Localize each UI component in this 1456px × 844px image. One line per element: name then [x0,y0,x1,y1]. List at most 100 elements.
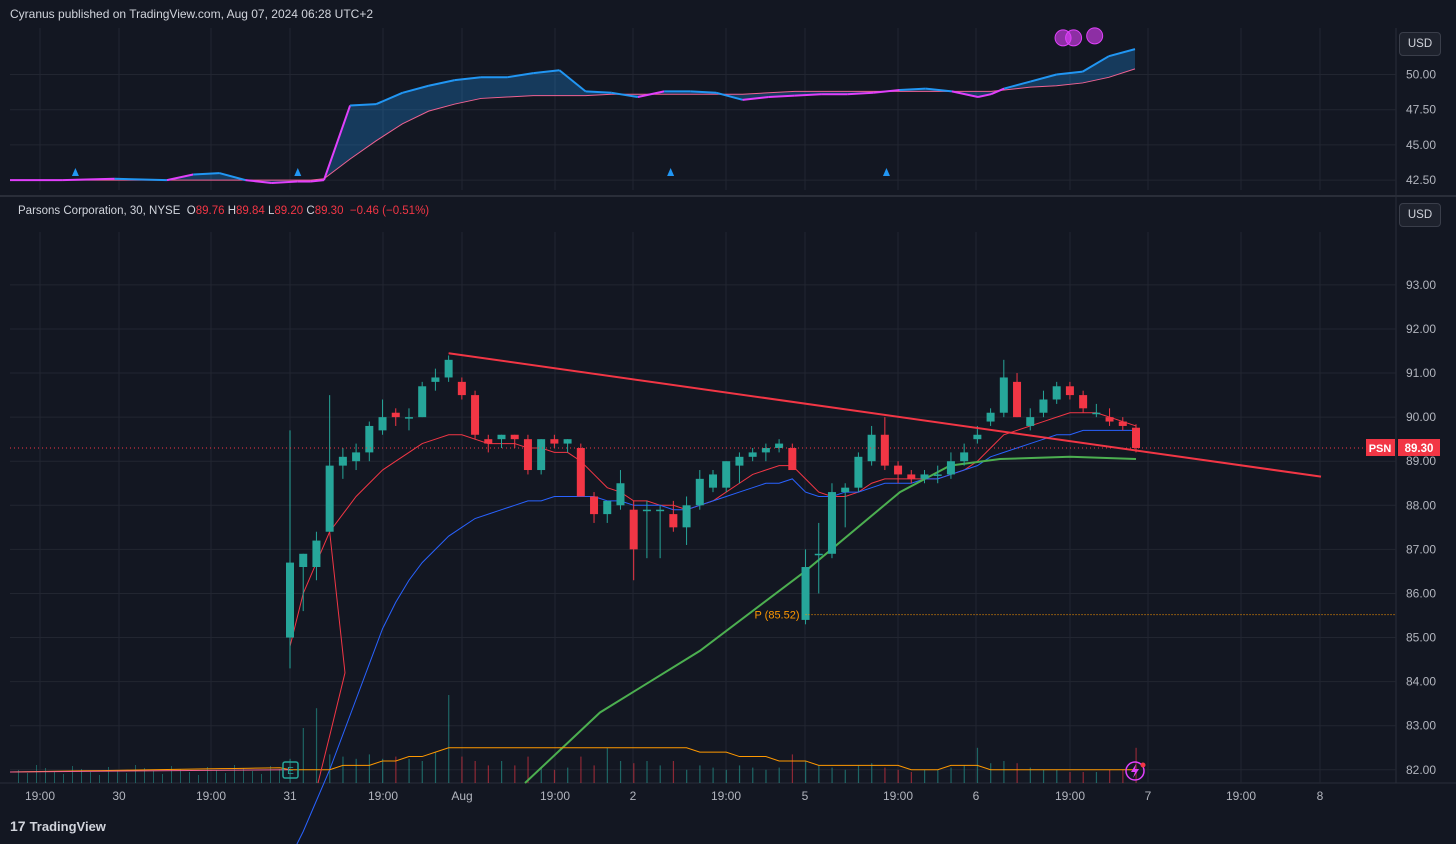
candle-body [642,509,651,512]
time-tick-label: 19:00 [25,789,55,803]
upper-indicator-pane [10,27,1136,184]
candle-body [471,395,480,435]
candle-body [444,359,453,378]
upper-fast-line-segment [899,87,926,91]
up-arrow-icon [882,168,890,176]
candle-body [418,386,427,418]
volume-bar [162,774,163,783]
symbol-tag: PSN [1369,443,1392,455]
symbol-name: Parsons Corporation, 30, NYSE [18,205,181,217]
candle-body [338,456,347,466]
volume-bar [207,767,208,783]
volume-bar [752,767,754,783]
volume-bar [408,758,410,783]
time-tick-label: 19:00 [540,789,570,803]
low-value: 89.20 [274,205,304,217]
volume-bar [805,761,807,783]
candle-body [616,483,625,506]
candle-body [1118,421,1127,426]
candle-body [722,461,731,488]
time-tick-label: 19:00 [196,789,226,803]
time-tick-label: 19:00 [711,789,741,803]
symbol-tag-bg [1366,438,1395,456]
volume-bar [18,770,19,783]
candle-body [312,540,321,568]
up-arrow-icon [71,168,79,176]
up-arrow-icon [667,168,675,176]
upper-fast-line-segment [533,69,560,75]
volume-bar [81,769,82,783]
volume-bar [395,756,397,783]
volume-bar [72,766,73,783]
time-tick-label: 19:00 [1055,789,1085,803]
low-label: L [267,205,275,217]
upper-fast-line-segment [62,177,115,182]
volume-bar [514,765,516,783]
volume-bar [567,767,569,783]
volume-bar [1135,747,1137,783]
volume-bar [778,767,780,783]
lightning-icon [1125,761,1145,781]
volume-bar [725,769,727,783]
candle-body [325,465,334,532]
volume-bar [302,728,304,783]
volume-bar [461,756,463,783]
candle-body [801,567,810,620]
candle-body [946,461,955,475]
upper-fast-line-segment [350,103,377,107]
candle-body [299,553,308,568]
volume-bar [553,769,556,783]
volume-bar [950,767,952,783]
volume-bar [99,775,100,783]
footer-bg [0,808,1456,844]
volume-bar [937,769,939,783]
price-tick-label: 91.00 [1406,366,1436,380]
volume-bar [1095,772,1098,783]
upper-fast-line-segment [794,93,822,97]
upper-fast-line-segment [977,93,992,99]
price-tick-label: 85.00 [1406,631,1436,645]
candle-body [431,377,440,382]
volume-bar [844,769,846,783]
volume-bar [153,771,154,783]
volume-bar [1082,772,1084,783]
upper-fast-line-segment [402,84,429,94]
upper-fast-line-segment [611,91,639,99]
candle-body [563,439,572,444]
upper-fast-line-segment [219,172,246,182]
candle-body [378,417,387,431]
volume-bar [355,758,357,783]
candle-body [1013,381,1022,418]
time-tick-label: 19:00 [883,789,913,803]
currency-button-main[interactable]: USD [1399,203,1441,227]
currency-button-top[interactable]: USD [1399,32,1441,56]
price-tick-label: 83.00 [1406,719,1436,733]
volume-bar [421,761,423,783]
tradingview-logo-icon: 17 [10,818,26,834]
candle-body [576,447,585,497]
price-tag-bg [1398,438,1440,456]
volume-bar [225,773,226,783]
volume-bar [171,766,172,783]
tradingview-footer[interactable]: 17 TradingView [10,818,106,834]
volume-bar [144,768,145,783]
price-tick-label: 84.00 [1406,675,1436,689]
volume-bar [117,770,118,783]
candle-body [960,452,969,462]
time-axis: 19:00 30 19:00 31 19:00 Aug 19:00 2 19:00 5 19:00 6… [25,789,1324,803]
candle-body [1132,427,1140,448]
published-header: Cyranus published on TradingView.com, Au… [10,7,374,21]
grid-lines [0,28,1456,844]
upper-tick-label: 50.00 [1406,67,1436,81]
upper-fast-line-segment [1108,48,1136,58]
candle-body [907,474,916,479]
volume-bar [501,761,503,783]
upper-fast-line-segment [585,90,612,94]
volume-bar [857,765,860,783]
time-tick-label: 2 [630,789,637,803]
volume-bar [90,772,91,783]
time-tick-label: 31 [283,789,297,803]
pre-history-line [9,769,291,773]
pivot-label: P (85.52) [754,610,799,622]
